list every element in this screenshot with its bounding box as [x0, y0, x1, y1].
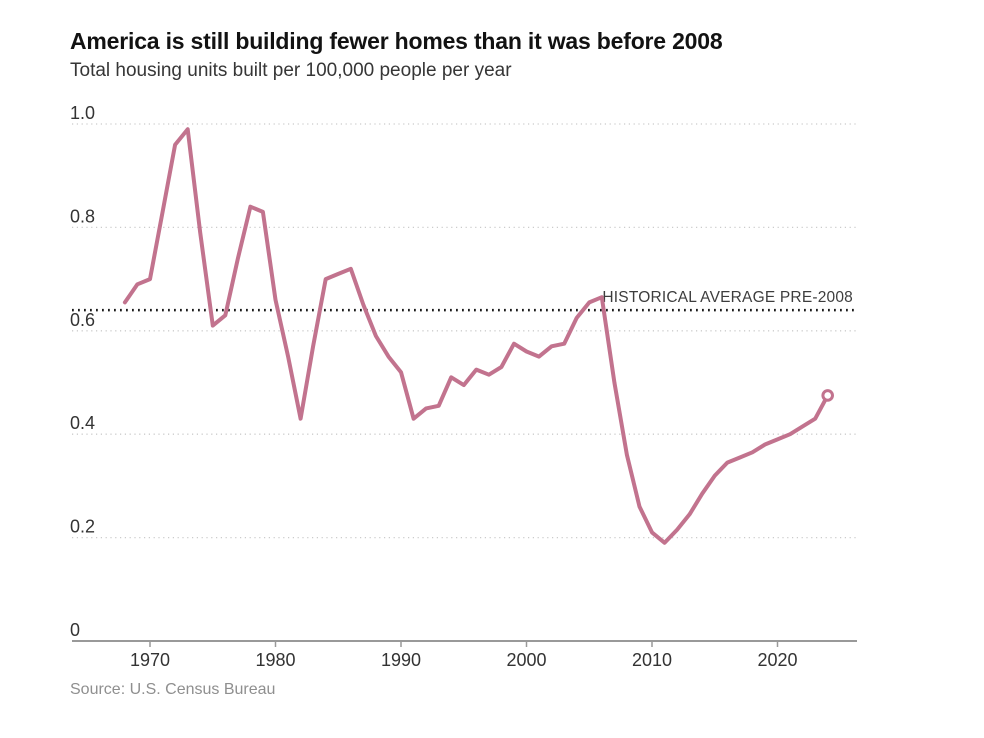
x-tick-label: 2000: [506, 650, 546, 670]
end-marker: [821, 389, 835, 402]
y-tick-label: 0.6: [70, 310, 95, 330]
x-tick-label: 1980: [255, 650, 295, 670]
x-tick-label: 2010: [632, 650, 672, 670]
y-tick-label: 1.0: [70, 103, 95, 123]
x-tick-label: 2020: [757, 650, 797, 670]
x-tick-label: 1970: [130, 650, 170, 670]
y-tick-label: 0.4: [70, 413, 95, 433]
chart-title: America is still building fewer homes th…: [70, 28, 723, 54]
data-line: [122, 127, 830, 545]
chart-header: America is still building fewer homes th…: [70, 28, 723, 82]
y-tick-label: 0.8: [70, 206, 95, 226]
y-tick-label: 0.2: [70, 517, 95, 537]
average-line-label: HISTORICAL AVERAGE PRE-2008: [602, 289, 853, 306]
x-tick-label: 1990: [381, 650, 421, 670]
y-tick-label: 0: [70, 620, 80, 640]
source-attribution: Source: U.S. Census Bureau: [70, 681, 276, 698]
chart-subtitle: Total housing units built per 100,000 pe…: [70, 60, 512, 82]
